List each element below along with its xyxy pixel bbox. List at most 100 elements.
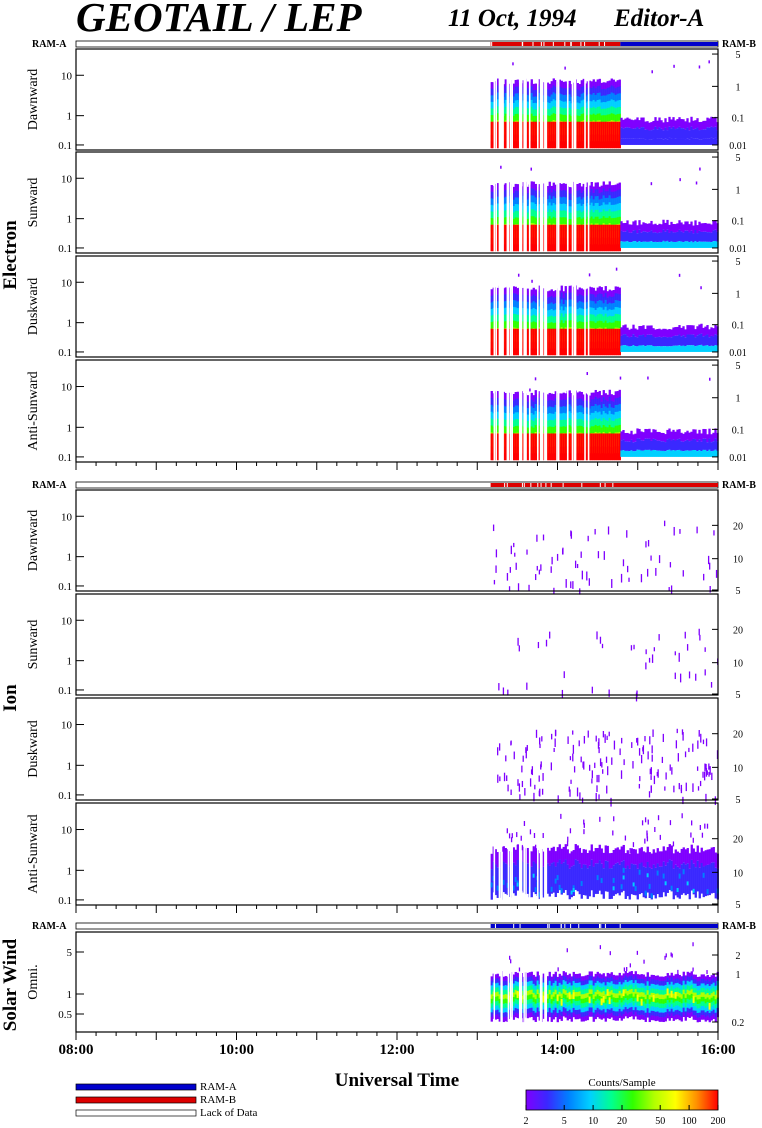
heat-cell: [554, 100, 557, 108]
heat-cell: [600, 427, 603, 435]
heat-cell: [654, 223, 657, 233]
heat-cell: [580, 121, 583, 148]
heat-cell: [694, 128, 697, 139]
heat-cell: [496, 404, 499, 413]
heat-point: [521, 780, 524, 788]
heat-cell: [610, 78, 613, 86]
heat-cell: [642, 866, 645, 898]
heat-cell: [592, 412, 595, 420]
heat-cell: [594, 433, 597, 460]
heat-point: [675, 740, 678, 749]
heat-cell: [646, 429, 649, 439]
heat-cell: [712, 118, 715, 128]
heat-point: [495, 565, 497, 573]
heat-cell: [642, 241, 645, 248]
heat-cell: [554, 224, 557, 251]
heat-cell: [538, 892, 541, 898]
heat-cell: [596, 86, 599, 94]
heat-cell: [532, 209, 535, 217]
heat-cell: [606, 401, 609, 409]
heat-cell: [548, 90, 551, 97]
heat-cell: [586, 407, 589, 415]
heat-cell: [678, 868, 681, 899]
heat-point: [535, 574, 537, 581]
heat-cell: [556, 847, 559, 863]
heat-cell: [566, 1006, 569, 1012]
heat-cell: [586, 121, 589, 148]
heat-point: [595, 735, 597, 742]
heat-cell: [564, 88, 567, 96]
heat-point: [565, 579, 567, 588]
heat-cell: [620, 450, 623, 457]
heat-cell: [516, 1013, 519, 1019]
data-gap: [556, 50, 558, 149]
heat-cell: [582, 106, 585, 114]
heat-cell: [568, 1000, 571, 1006]
heat-cell: [548, 971, 551, 977]
heat-cell: [582, 289, 585, 297]
heat-cell: [528, 1008, 531, 1013]
heat-cell: [526, 401, 529, 409]
heat-cell: [548, 209, 551, 217]
heat-cell: [552, 407, 555, 415]
heat-cell: [560, 1016, 563, 1021]
heat-cell: [634, 138, 637, 145]
left-tick-label: 10: [61, 511, 73, 523]
data-gap: [500, 361, 503, 461]
heat-cell: [534, 328, 537, 355]
heat-cell: [676, 345, 679, 352]
heat-cell: [580, 218, 583, 226]
heat-cell: [618, 301, 621, 309]
heat-point: [513, 751, 515, 760]
heat-cell: [554, 79, 557, 88]
heat-cell: [604, 211, 607, 219]
ram-bar-gap: [604, 42, 606, 46]
heat-point: [538, 569, 541, 575]
heat-cell: [696, 860, 699, 892]
heat-point: [562, 547, 564, 555]
heat-cell: [610, 92, 613, 100]
data-gap: [573, 153, 576, 252]
heat-cell: [512, 328, 515, 355]
heat-cell: [586, 288, 589, 296]
heat-point: [576, 787, 579, 797]
solar-wind-spectrogram: [490, 933, 719, 1031]
heat-cell: [576, 392, 579, 400]
heat-cell: [616, 397, 619, 406]
heat-cell: [606, 845, 609, 862]
heat-cell: [634, 849, 637, 865]
heat-point: [636, 738, 638, 743]
heat-cell: [592, 205, 595, 213]
heat-cell: [626, 345, 629, 352]
heat-cell: [616, 404, 619, 413]
heat-cell: [552, 1010, 555, 1015]
heat-point: [510, 740, 512, 745]
heat-cell: [658, 450, 661, 457]
heat-cell: [578, 991, 581, 997]
heat-cell: [676, 326, 679, 336]
heat-cell: [562, 121, 565, 148]
ram-mode-bar: RAM-A RAM-B: [32, 921, 756, 932]
heat-cell: [508, 115, 511, 123]
heat-cell: [696, 433, 699, 442]
heat-cell: [568, 121, 571, 148]
heat-cell: [582, 420, 585, 428]
heat-cell: [622, 334, 625, 346]
electron-panel-frame: [75, 151, 719, 254]
data-gap: [544, 153, 546, 252]
heat-cell: [512, 212, 515, 220]
heat-point: [664, 786, 666, 791]
heat-point: [510, 545, 512, 555]
heat-cell: [598, 433, 601, 460]
ram-bar-gap: [547, 924, 549, 928]
heat-point: [644, 838, 646, 844]
heat-cell: [606, 407, 609, 415]
heat-cell: [568, 982, 571, 988]
heat-cell: [562, 183, 565, 191]
heat-cell: [548, 1012, 551, 1018]
heat-cell: [656, 870, 659, 876]
heat-point: [699, 167, 701, 171]
heat-cell: [560, 190, 563, 198]
heat-cell: [628, 127, 631, 139]
heat-cell: [530, 980, 533, 986]
